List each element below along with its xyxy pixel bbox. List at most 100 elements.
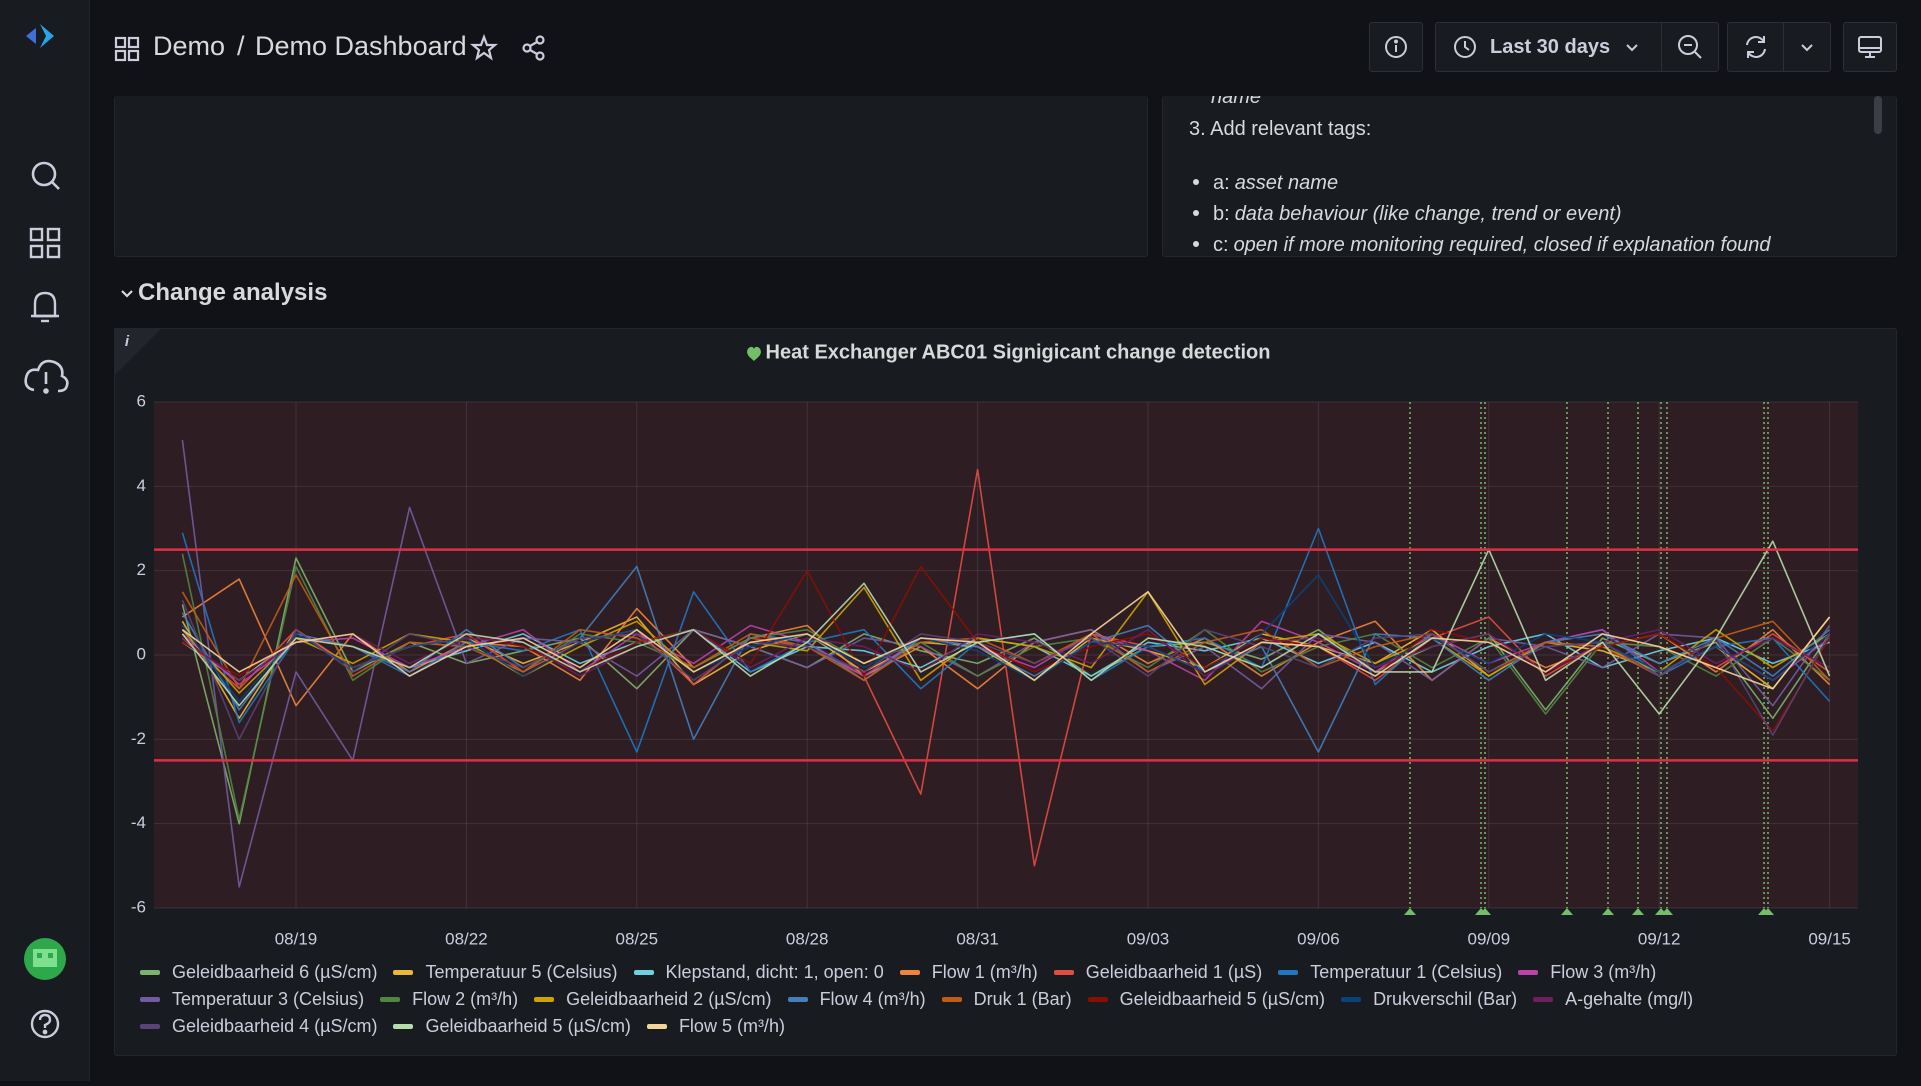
x-tick-label: 08/25 [616, 929, 659, 948]
legend-label: Geleidbaarheid 5 (µS/cm) [1119, 989, 1326, 1009]
scrollbar[interactable] [1874, 96, 1882, 134]
bullet-item: a: asset name [1189, 172, 1338, 195]
series-line [181, 599, 1831, 741]
clock-icon [1454, 36, 1476, 58]
dashboard-title[interactable]: Demo Dashboard [255, 31, 467, 61]
legend: Geleidbaarheid 6 (µS/cm) Temperatuur 5 (C… [140, 962, 1860, 1037]
alerting-icon[interactable] [31, 291, 59, 323]
chevron-down [1626, 44, 1638, 52]
annotation-marker [1632, 908, 1644, 915]
series-line [181, 540, 1831, 715]
folder-link[interactable]: Demo [153, 31, 226, 61]
bullet-text: data behaviour (like change, trend or ev… [1234, 203, 1622, 225]
refresh-button[interactable] [1727, 22, 1783, 72]
legend-item[interactable]: Druk 1 (Bar) [941, 989, 1072, 1010]
annotation-marker [1602, 908, 1614, 915]
text-panel: name 3. Add relevant tags: a: asset name b… [1162, 96, 1897, 257]
legend-item[interactable]: Flow 1 (m³/h) [899, 962, 1038, 983]
help-icon[interactable] [30, 1009, 60, 1039]
chart-panel [114, 328, 1897, 1056]
y-tick-label: 0 [137, 644, 146, 663]
zoom-out-button[interactable] [1661, 22, 1719, 72]
y-tick-label: -4 [131, 813, 146, 832]
bullet-key: b: [1213, 203, 1230, 225]
legend-label: Temperatuur 5 (Celsius) [425, 962, 618, 982]
legend-item[interactable]: Geleidbaarheid 1 (µS) [1053, 962, 1262, 983]
x-tick-label: 09/06 [1297, 929, 1340, 948]
annotation-marker [1762, 908, 1774, 915]
top-left-panel [114, 96, 1148, 257]
legend-item[interactable]: A-gehalte (mg/l) [1533, 989, 1693, 1010]
server-admin-icon[interactable] [24, 359, 69, 394]
legend-item[interactable]: Temperatuur 3 (Celsius) [140, 989, 364, 1010]
legend-label: Flow 2 (m³/h) [412, 989, 519, 1009]
row-chevron[interactable] [118, 284, 136, 302]
chart-title: Heat Exchanger ABC01 Signigicant change … [766, 341, 1271, 363]
x-tick-label: 09/09 [1468, 929, 1511, 948]
legend-item[interactable]: Flow 4 (m³/h) [787, 989, 926, 1010]
x-tick-label: 09/12 [1638, 929, 1681, 948]
x-tick-label: 08/28 [786, 929, 829, 948]
legend-item[interactable]: Temperatuur 1 (Celsius) [1278, 962, 1502, 983]
time-range: Last 30 days [1490, 35, 1611, 58]
bullet-key: a: [1213, 172, 1230, 194]
x-tick-label: 08/22 [445, 929, 488, 948]
legend-item[interactable]: Drukverschil (Bar) [1341, 989, 1517, 1010]
plot-background [154, 402, 1858, 908]
legend-label: Flow 3 (m³/h) [1550, 962, 1657, 982]
legend-swatch [646, 1024, 667, 1029]
logo[interactable] [26, 24, 54, 48]
x-tick-label: 08/19 [275, 929, 318, 948]
share-button[interactable] [520, 34, 548, 62]
legend-item[interactable]: Flow 3 (m³/h) [1518, 962, 1656, 983]
y-tick-label: 4 [137, 476, 146, 495]
legend-item[interactable]: Geleidbaarheid 5 (µS/cm) [393, 1016, 631, 1037]
legend-label: Geleidbaarheid 2 (µS/cm) [566, 989, 772, 1009]
legend-item[interactable]: Geleidbaarheid 4 (µS/cm) [140, 1016, 377, 1037]
annotation-marker [1479, 908, 1491, 915]
legend-label: Flow 4 (m³/h) [819, 989, 926, 1009]
legend-swatch [393, 1024, 414, 1029]
legend-label: Geleidbaarheid 4 (µS/cm) [172, 1016, 378, 1036]
info-icon [1385, 36, 1407, 58]
legend-label: Temperatuur 1 (Celsius) [1310, 962, 1503, 982]
user-avatar[interactable] [24, 938, 66, 980]
health-heart [747, 346, 761, 362]
legend-label: Drukverschil (Bar) [1373, 989, 1518, 1009]
star-button[interactable] [470, 34, 498, 62]
refresh-interval-button[interactable] [1783, 22, 1831, 72]
monitor-icon [1858, 36, 1882, 58]
sidebar [0, 0, 90, 1081]
x-tick-label: 09/03 [1127, 929, 1170, 948]
legend-item[interactable]: Geleidbaarheid 2 (µS/cm) [534, 989, 772, 1010]
text-line: 3. Add relevant tags: [1189, 118, 1372, 140]
panel-info-corner[interactable] [114, 328, 162, 376]
time-picker[interactable]: Last 30 days [1435, 22, 1661, 72]
legend-item[interactable]: Klepstand, dicht: 1, open: 0 [633, 962, 884, 983]
legend-label: Geleidbaarheid 6 (µS/cm) [172, 962, 378, 982]
legend-swatch [380, 997, 401, 1002]
bullet-dot [1193, 241, 1199, 247]
legend-label: Flow 1 (m³/h) [931, 962, 1038, 982]
legend-swatch [140, 1024, 160, 1029]
annotation-marker [1404, 908, 1416, 915]
legend-item[interactable]: Temperatuur 5 (Celsius) [393, 962, 618, 983]
legend-label: Klepstand, dicht: 1, open: 0 [665, 962, 884, 982]
legend-item[interactable]: Flow 2 (m³/h) [380, 989, 518, 1010]
search-icon[interactable] [31, 161, 60, 190]
row-title[interactable]: Change analysis [138, 279, 328, 306]
tv-mode-button[interactable] [1843, 22, 1897, 72]
bullet-item: c: open if more monitoring required, clos… [1189, 234, 1771, 256]
info-button[interactable] [1369, 22, 1423, 72]
panel-info-glyph[interactable]: i [125, 333, 130, 350]
legend-item[interactable]: Flow 5 (m³/h) [646, 1016, 785, 1037]
legend-swatch [1087, 997, 1108, 1002]
legend-swatch [1278, 970, 1299, 975]
dashboards-icon[interactable] [29, 227, 61, 259]
legend-item[interactable]: Geleidbaarheid 5 (µS/cm) [1087, 989, 1326, 1010]
bullet-text: open if more monitoring required, closed… [1233, 234, 1771, 256]
legend-item[interactable]: Geleidbaarheid 6 (µS/cm) [140, 962, 377, 983]
y-tick-label: -6 [131, 897, 146, 916]
